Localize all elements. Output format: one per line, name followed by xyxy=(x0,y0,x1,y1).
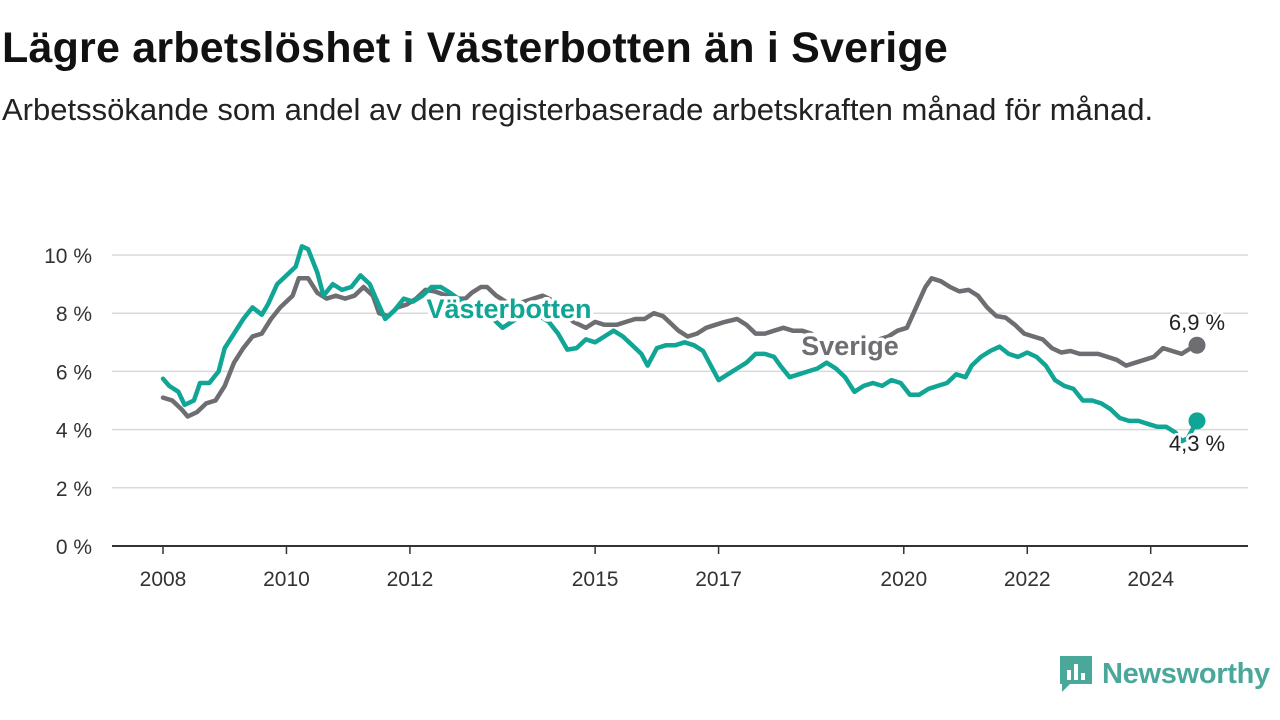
y-tick-label: 10 % xyxy=(44,245,92,268)
series-line-0 xyxy=(160,276,1200,419)
chart-subtitle: Arbetssökande som andel av den registerb… xyxy=(2,92,1154,127)
x-tick-label: 2015 xyxy=(572,568,619,591)
series-name-label: Sverige xyxy=(801,331,899,361)
end-point-dot xyxy=(1188,336,1206,354)
y-axis-ticks: 0 % 2 % 4 % 6 % 8 % 10 % xyxy=(44,245,92,559)
end-point-dot xyxy=(1188,412,1206,430)
x-tick-label: 2020 xyxy=(880,568,927,591)
y-tick-label: 2 % xyxy=(56,478,92,501)
y-tick-label: 6 % xyxy=(56,361,92,384)
series-lines xyxy=(160,244,1200,444)
series-name-halo: Sverige xyxy=(801,331,899,361)
series-name-halo: Västerbotten xyxy=(426,294,591,324)
y-tick-label: 8 % xyxy=(56,303,92,326)
x-tick-label: 2008 xyxy=(140,568,187,591)
y-tick-label: 0 % xyxy=(56,536,92,559)
chart-title: Lägre arbetslöshet i Västerbotten än i S… xyxy=(2,24,948,72)
newsworthy-logo-icon xyxy=(1060,656,1092,692)
x-tick-label: 2017 xyxy=(695,568,742,591)
series-line-1 xyxy=(160,244,1200,444)
brand-logo: Newsworthy xyxy=(1058,654,1270,694)
grid-lines xyxy=(112,254,1248,547)
end-value-label: 4,3 % xyxy=(1169,431,1225,456)
y-tick-label: 4 % xyxy=(56,420,92,443)
x-tick-label: 2022 xyxy=(1004,568,1051,591)
x-tick-label: 2010 xyxy=(263,568,310,591)
series-name-label: Västerbotten xyxy=(426,294,591,324)
x-axis-ticks: 2008 2010 2012 2015 2017 2020 2022 2024 xyxy=(140,546,1174,591)
brand-name: Newsworthy xyxy=(1102,657,1270,690)
x-tick-label: 2012 xyxy=(387,568,434,591)
x-tick-label: 2024 xyxy=(1127,568,1174,591)
end-value-label: 6,9 % xyxy=(1169,310,1225,335)
